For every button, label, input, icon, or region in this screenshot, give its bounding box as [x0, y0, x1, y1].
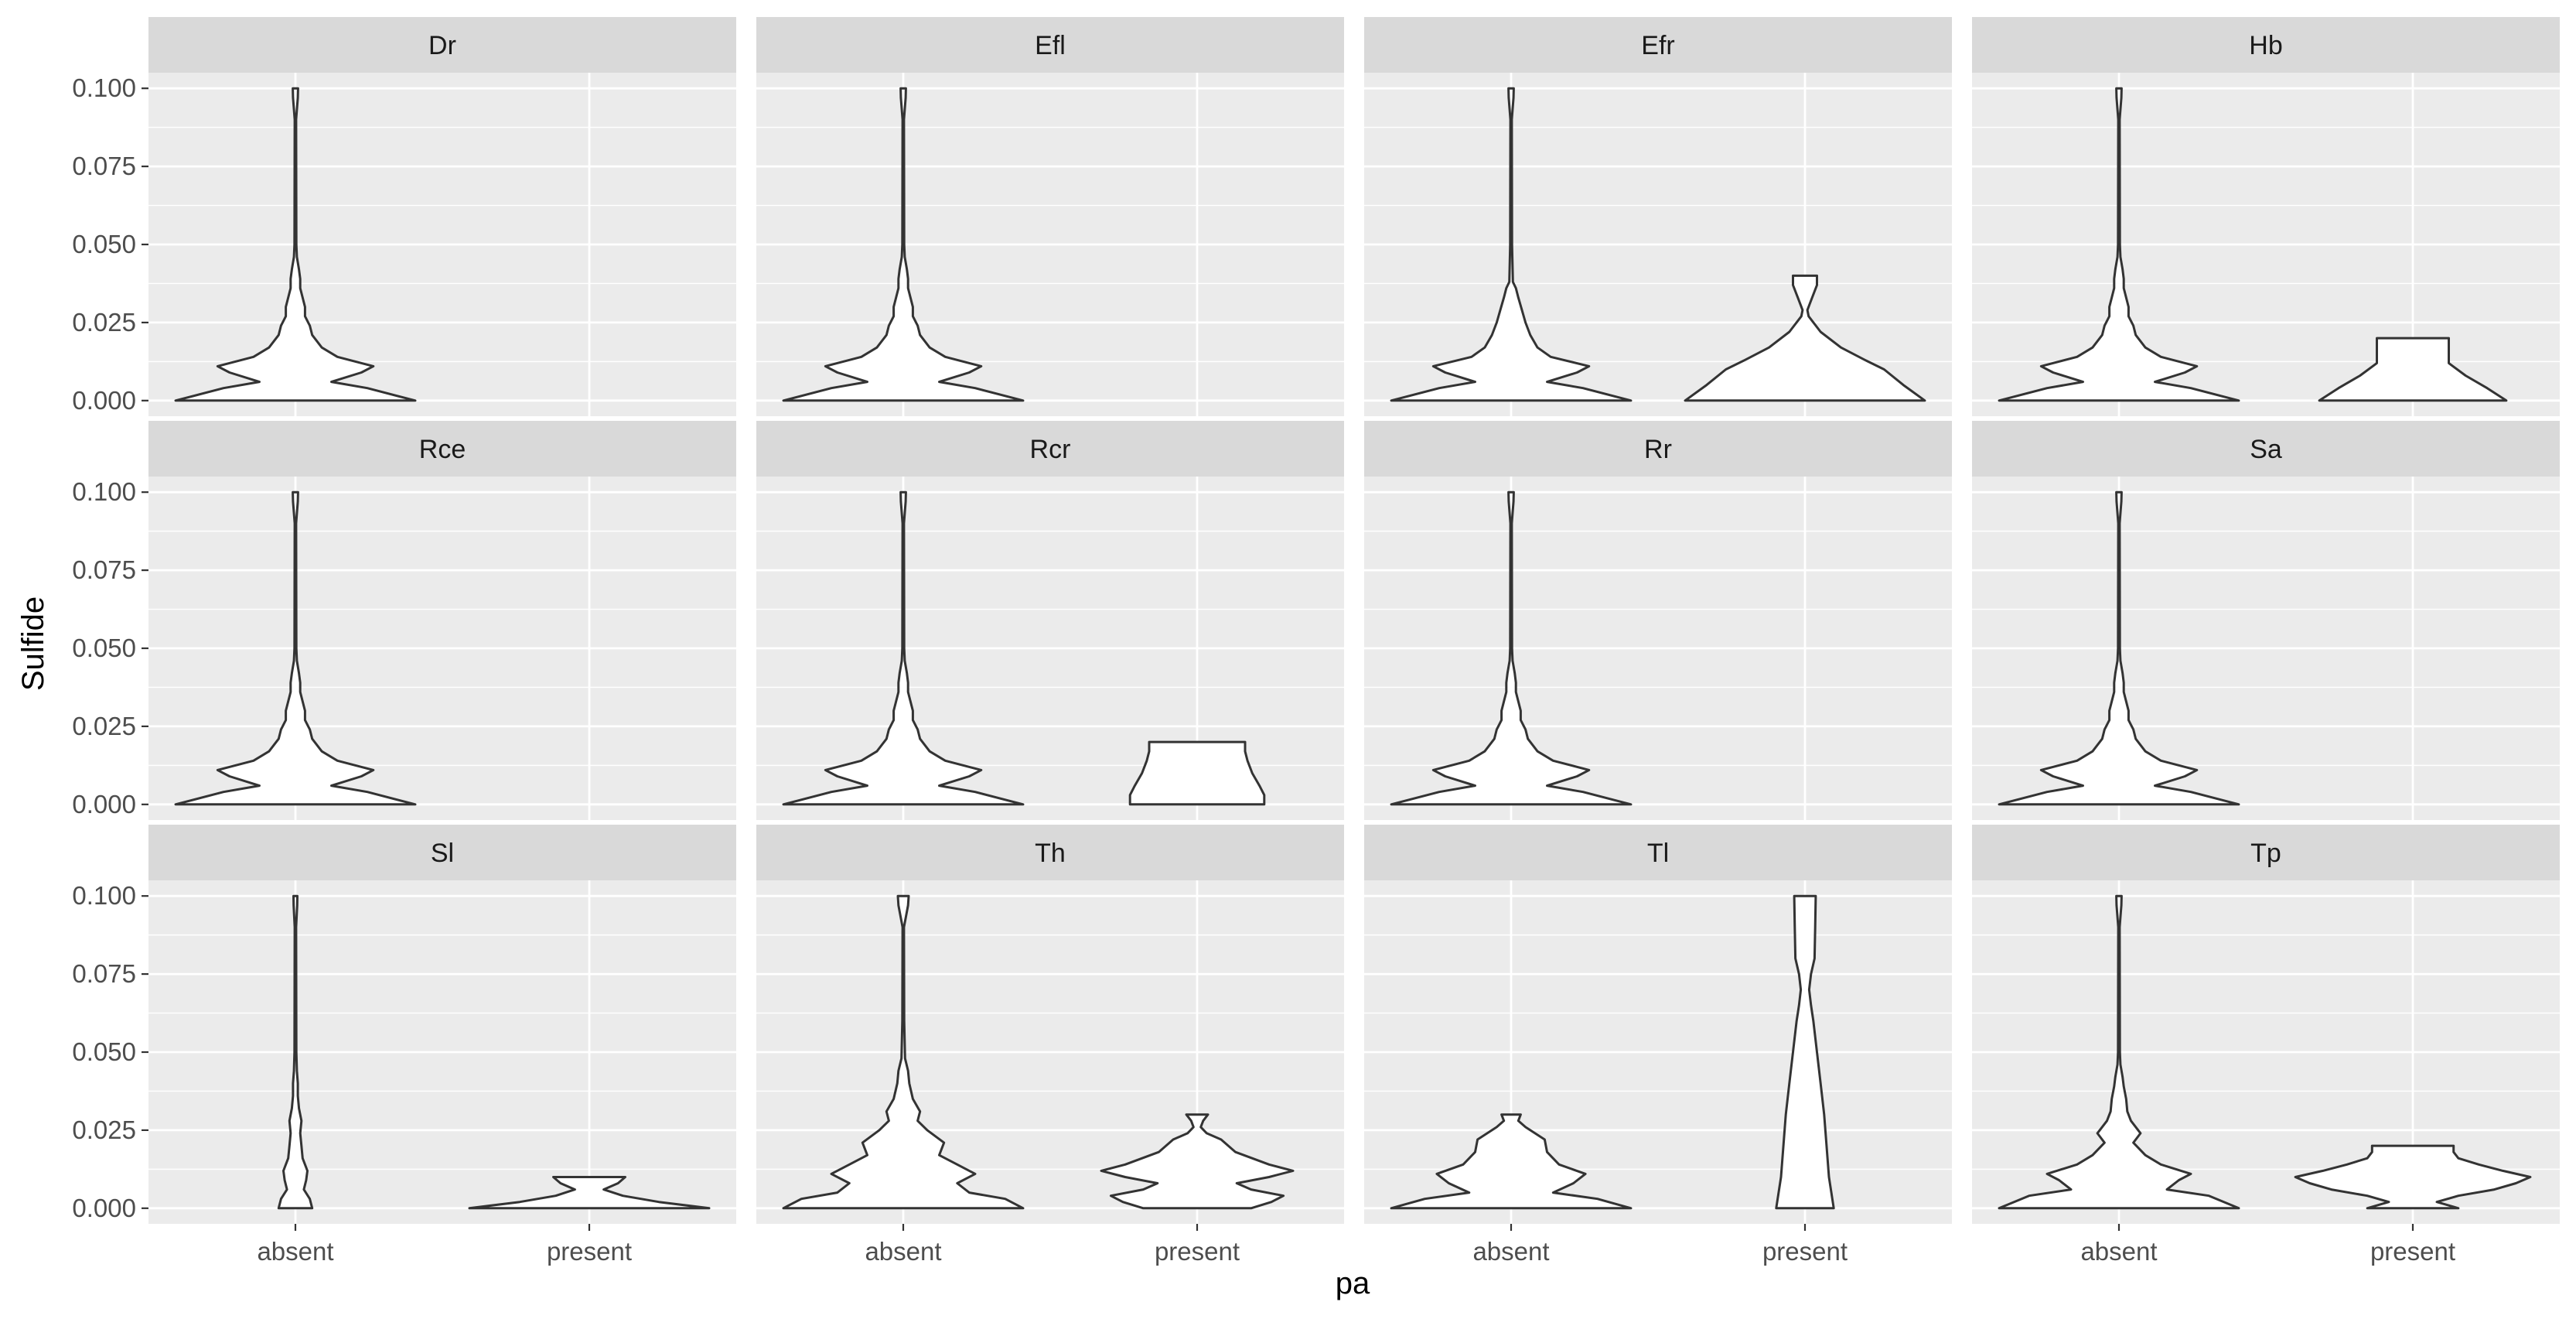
- facet-strip: [148, 17, 736, 73]
- y-tick-label: 0.025: [72, 308, 136, 337]
- facet-panel-sa: Sa: [1972, 421, 2560, 820]
- facet-strip: [1364, 421, 1952, 477]
- y-tick-label: 0.000: [72, 790, 136, 818]
- violin-hb-absent: [1998, 87, 2240, 402]
- y-tick-label: 0.100: [72, 881, 136, 910]
- facet-panel-hb: Hb: [1972, 17, 2560, 416]
- x-tick-label: present: [547, 1237, 632, 1266]
- x-tick-label: absent: [257, 1237, 333, 1266]
- y-tick-label: 0.075: [72, 555, 136, 584]
- y-tick-label: 0.100: [72, 73, 136, 102]
- x-tick-label: absent: [2080, 1237, 2157, 1266]
- facet-strip-label: Tp: [2250, 839, 2281, 868]
- facet-strip-label: Dr: [428, 31, 456, 60]
- facet-strip: [148, 825, 736, 880]
- violin-tp-present: [2294, 1144, 2532, 1210]
- violin-rr-absent: [1390, 490, 1633, 806]
- y-tick-label: 0.000: [72, 386, 136, 415]
- facet-strip: [1364, 825, 1952, 880]
- y-tick-label: 0.050: [72, 1037, 136, 1066]
- violin-th-present: [1100, 1113, 1295, 1210]
- facet-strip-label: Tl: [1647, 839, 1669, 868]
- violin-tl-absent: [1390, 1113, 1633, 1210]
- facet-strip: [1972, 421, 2560, 477]
- facet-strip-label: Th: [1035, 839, 1066, 868]
- x-tick-label: present: [1155, 1237, 1240, 1266]
- x-tick-label: absent: [865, 1237, 941, 1266]
- x-tick-label: present: [1762, 1237, 1848, 1266]
- facet-strip: [1972, 17, 2560, 73]
- violin-rcr-absent: [782, 490, 1025, 806]
- y-axis-title: Sulfide: [16, 596, 50, 691]
- y-tick-label: 0.075: [72, 959, 136, 988]
- violin-tp-absent: [1998, 894, 2240, 1210]
- facet-strip: [1972, 825, 2560, 880]
- violin-sl-present: [468, 1176, 711, 1210]
- violin-efl-absent: [782, 87, 1025, 402]
- y-tick-label: 0.025: [72, 712, 136, 740]
- x-axis-title: pa: [1336, 1266, 1370, 1300]
- facet-strip: [756, 17, 1344, 73]
- y-tick-label: 0.050: [72, 230, 136, 258]
- facet-strip-label: Rr: [1644, 435, 1672, 464]
- y-tick-label: 0.100: [72, 477, 136, 506]
- facet-panel-efl: Efl: [756, 17, 1344, 416]
- facet-strip-label: Rcr: [1030, 435, 1071, 464]
- x-tick-label: absent: [1472, 1237, 1549, 1266]
- violin-hb-present: [2318, 337, 2508, 402]
- facet-strip: [148, 421, 736, 477]
- violin-efr-present: [1684, 274, 1926, 402]
- y-tick-label: 0.025: [72, 1116, 136, 1144]
- violin-th-absent: [782, 894, 1025, 1210]
- facet-panel-rcr: Rcr: [756, 421, 1344, 820]
- violin-tl-present: [1775, 894, 1835, 1210]
- violin-sl-absent: [277, 894, 314, 1210]
- facet-panel-dr: Dr 0.000 0.025 0.050 0.075 0.100: [72, 17, 736, 416]
- facet-strip-label: Hb: [2249, 31, 2282, 60]
- facet-strip-label: Efl: [1035, 31, 1066, 60]
- facet-panel-sl: Sl 0.000 0.025 0.050 0.075 0.100 absent present: [72, 825, 736, 1266]
- violin-efr-absent: [1390, 87, 1633, 402]
- facet-panel-efr: Efr: [1364, 17, 1952, 416]
- violin-rcr-present: [1128, 740, 1266, 806]
- facet-panel-th: Th absent present: [756, 825, 1344, 1266]
- facet-panel-tl: Tl absent present: [1364, 825, 1952, 1266]
- facet-strip-label: Sl: [431, 839, 454, 868]
- facet-strip: [756, 421, 1344, 477]
- y-tick-label: 0.000: [72, 1194, 136, 1222]
- facet-panel-rr: Rr: [1364, 421, 1952, 820]
- violin-rce-absent: [174, 490, 417, 806]
- x-tick-label: present: [2370, 1237, 2455, 1266]
- facet-panel-tp: Tp absent present: [1972, 825, 2560, 1266]
- violin-dr-absent: [174, 87, 417, 402]
- y-tick-label: 0.075: [72, 152, 136, 180]
- facet-strip: [1364, 17, 1952, 73]
- y-tick-label: 0.050: [72, 634, 136, 662]
- facet-strip: [756, 825, 1344, 880]
- violin-sa-absent: [1998, 490, 2240, 806]
- facet-strip-label: Rce: [419, 435, 466, 464]
- facet-strip-label: Efr: [1641, 31, 1674, 60]
- facet-strip-label: Sa: [2250, 435, 2282, 464]
- facet-panel-rce: Rce 0.000 0.025 0.050 0.075 0.100: [72, 421, 736, 820]
